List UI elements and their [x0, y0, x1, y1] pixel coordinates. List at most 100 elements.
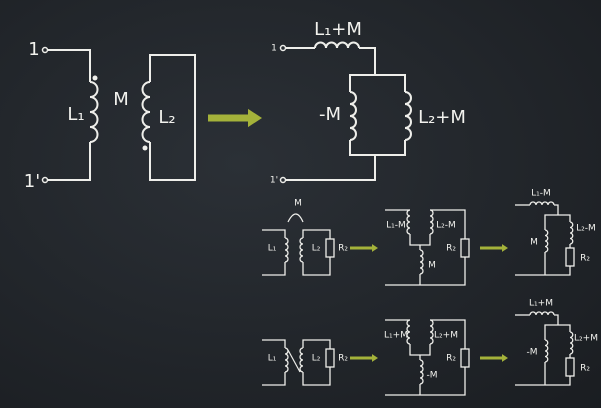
wire — [302, 367, 331, 386]
wire — [262, 229, 286, 238]
terminal — [41, 46, 49, 54]
label: L₂+M — [418, 107, 466, 128]
label: L₂ — [312, 244, 321, 254]
coil — [429, 319, 434, 345]
label: L₁ — [268, 244, 277, 254]
wire — [515, 266, 571, 276]
wire — [262, 339, 286, 348]
coil — [404, 91, 412, 141]
label: 1 — [28, 39, 39, 60]
coil — [544, 339, 549, 363]
wire — [48, 49, 91, 82]
terminal — [41, 176, 49, 184]
label: L₂+M — [434, 331, 458, 341]
coil — [314, 41, 360, 49]
coil — [299, 347, 304, 373]
mutual-mark — [287, 349, 301, 373]
wire — [286, 155, 376, 181]
wire — [385, 257, 466, 286]
wire — [302, 257, 331, 276]
row-1-labels: L₁ M L₂ R₂ L₁-M L₂-M M R₂ L₁-M L₂-M M R₂ — [268, 189, 596, 271]
label: R₂ — [580, 254, 590, 264]
wire — [149, 54, 196, 181]
coil — [569, 221, 574, 245]
wire — [544, 214, 571, 230]
arrow-head — [372, 244, 378, 252]
wire — [430, 319, 466, 349]
label: L₁ — [67, 104, 84, 125]
label: -M — [526, 348, 537, 358]
coil — [299, 237, 304, 263]
wire — [385, 367, 466, 396]
arrow-head — [502, 244, 508, 252]
terminal — [279, 176, 287, 184]
label: L₁-M — [531, 189, 551, 199]
coil — [406, 209, 411, 235]
wire — [430, 209, 466, 239]
coil — [544, 229, 549, 253]
label: L₂ — [158, 107, 175, 128]
label: L₁+M — [384, 331, 408, 341]
label: L₂+M — [574, 334, 598, 344]
arrow-head — [372, 354, 378, 362]
wire — [554, 204, 559, 215]
label: M — [113, 89, 129, 110]
coil — [429, 209, 434, 235]
label: M — [294, 199, 302, 209]
wire — [262, 262, 286, 276]
label: -M — [426, 371, 437, 381]
wire — [262, 372, 286, 386]
arrow-head — [502, 354, 508, 362]
wire — [515, 376, 571, 386]
dot — [142, 145, 148, 151]
label: -M — [319, 104, 341, 125]
coil — [284, 347, 289, 373]
label: 1 — [271, 44, 277, 54]
coil — [419, 359, 424, 385]
label: L₁ — [268, 354, 277, 364]
coil — [349, 91, 357, 141]
resistor — [460, 348, 470, 368]
coil — [141, 81, 151, 143]
wire — [349, 140, 406, 156]
coil — [529, 311, 555, 316]
label: L₁-M — [386, 221, 406, 231]
label: 1' — [270, 176, 278, 186]
wire — [554, 314, 559, 325]
wire — [302, 229, 331, 239]
label: R₂ — [446, 354, 456, 364]
coil — [89, 81, 99, 143]
label: M — [530, 238, 538, 248]
terminal — [279, 44, 287, 52]
wire — [544, 324, 571, 340]
coil — [284, 237, 289, 263]
label: R₂ — [338, 244, 348, 254]
label: R₂ — [580, 364, 590, 374]
label: R₂ — [446, 244, 456, 254]
wire — [302, 339, 331, 349]
resistor — [325, 348, 335, 368]
label: R₂ — [338, 354, 348, 364]
row-2-labels: L₁ L₂ R₂ L₁+M L₂+M -M R₂ L₁+M -M L₂+M R₂ — [268, 299, 598, 381]
label: M — [428, 261, 436, 271]
wire — [409, 344, 431, 356]
dot — [92, 75, 98, 81]
coil — [529, 201, 555, 206]
label: L₁+M — [529, 299, 553, 309]
coil — [569, 331, 574, 355]
label: 1' — [24, 171, 40, 192]
label: L₂-M — [576, 224, 596, 234]
wire — [409, 234, 431, 246]
wire — [48, 142, 91, 181]
label: L₁+M — [314, 19, 362, 40]
mutual-arc — [287, 213, 304, 223]
resistor — [565, 247, 575, 267]
wire — [349, 74, 406, 92]
wire — [359, 47, 376, 75]
main-right-labels: L₁+M 1 -M L₂+M 1' — [270, 19, 466, 186]
resistor — [565, 357, 575, 377]
coil — [419, 249, 424, 275]
label: L₂ — [312, 354, 321, 364]
arrow-head — [248, 108, 262, 128]
